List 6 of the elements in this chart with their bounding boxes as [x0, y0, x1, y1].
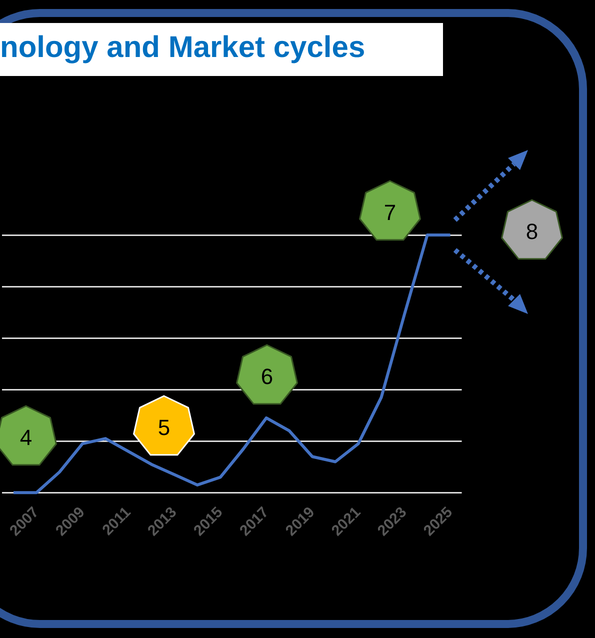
chart-title: nology and Market cycles [0, 31, 366, 65]
annotation: 6 [260, 364, 274, 390]
annotation: 4 [18, 425, 34, 451]
text: 7 [382, 200, 398, 226]
annotation: 5 [156, 415, 172, 441]
text: 8 [524, 219, 540, 245]
